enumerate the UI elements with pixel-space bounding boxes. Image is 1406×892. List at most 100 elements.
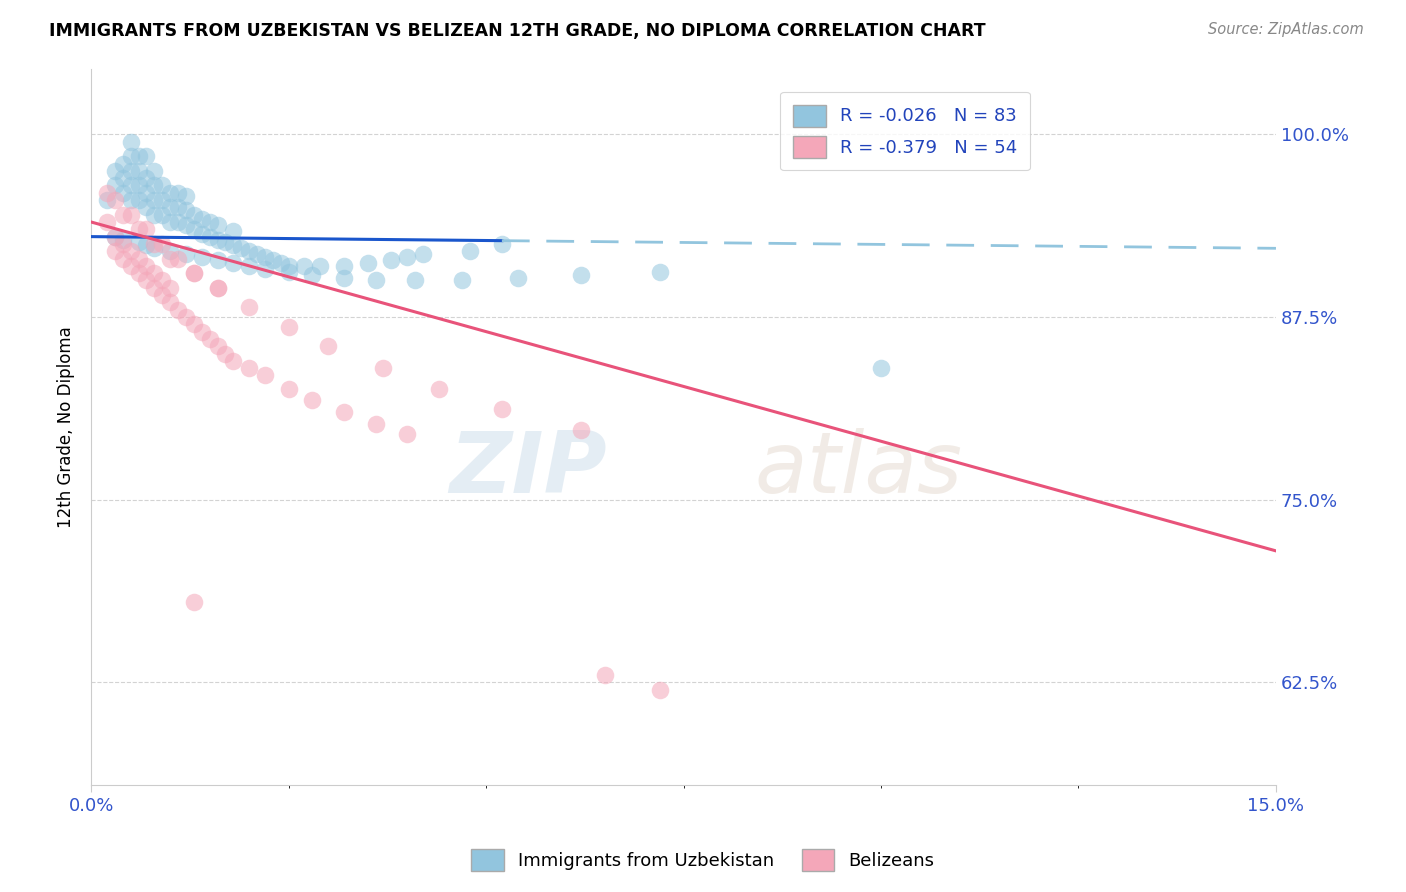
Point — [159, 200, 181, 214]
Y-axis label: 12th Grade, No Diploma: 12th Grade, No Diploma — [58, 326, 75, 527]
Point — [128, 266, 150, 280]
Point — [301, 268, 323, 282]
Point — [222, 354, 245, 368]
Point — [111, 171, 134, 186]
Point — [135, 273, 157, 287]
Point — [253, 368, 276, 383]
Point — [207, 252, 229, 267]
Point — [593, 668, 616, 682]
Point — [111, 252, 134, 266]
Point — [128, 178, 150, 193]
Point — [120, 149, 142, 163]
Point — [128, 235, 150, 250]
Legend: Immigrants from Uzbekistan, Belizeans: Immigrants from Uzbekistan, Belizeans — [464, 842, 942, 879]
Point — [174, 188, 197, 202]
Point — [128, 193, 150, 207]
Point — [207, 281, 229, 295]
Point — [167, 252, 190, 266]
Point — [364, 417, 387, 431]
Point — [246, 247, 269, 261]
Point — [380, 252, 402, 267]
Point — [174, 218, 197, 232]
Point — [231, 241, 253, 255]
Text: ZIP: ZIP — [449, 428, 606, 511]
Point — [301, 393, 323, 408]
Point — [333, 270, 356, 285]
Point — [96, 193, 118, 207]
Text: atlas: atlas — [755, 428, 963, 511]
Point — [111, 208, 134, 222]
Point — [207, 218, 229, 232]
Point — [150, 208, 173, 222]
Point — [120, 178, 142, 193]
Point — [143, 241, 166, 255]
Point — [270, 256, 292, 270]
Point — [396, 250, 419, 264]
Point — [222, 224, 245, 238]
Point — [870, 361, 893, 376]
Point — [174, 310, 197, 324]
Point — [128, 149, 150, 163]
Point — [159, 281, 181, 295]
Text: Source: ZipAtlas.com: Source: ZipAtlas.com — [1208, 22, 1364, 37]
Point — [167, 186, 190, 200]
Point — [120, 259, 142, 273]
Point — [183, 318, 205, 332]
Point — [333, 259, 356, 273]
Point — [238, 300, 260, 314]
Point — [174, 247, 197, 261]
Point — [96, 215, 118, 229]
Point — [506, 270, 529, 285]
Point — [143, 164, 166, 178]
Point — [150, 193, 173, 207]
Point — [238, 361, 260, 376]
Point — [491, 402, 513, 417]
Point — [128, 222, 150, 236]
Point — [120, 244, 142, 259]
Text: IMMIGRANTS FROM UZBEKISTAN VS BELIZEAN 12TH GRADE, NO DIPLOMA CORRELATION CHART: IMMIGRANTS FROM UZBEKISTAN VS BELIZEAN 1… — [49, 22, 986, 40]
Point — [207, 339, 229, 353]
Point — [135, 186, 157, 200]
Point — [183, 222, 205, 236]
Point — [128, 164, 150, 178]
Point — [262, 252, 284, 267]
Point — [120, 193, 142, 207]
Point — [167, 200, 190, 214]
Point — [396, 426, 419, 441]
Point — [333, 405, 356, 419]
Point — [143, 193, 166, 207]
Point — [207, 281, 229, 295]
Point — [111, 233, 134, 247]
Point — [569, 423, 592, 437]
Point — [159, 252, 181, 266]
Point — [648, 265, 671, 279]
Point — [120, 208, 142, 222]
Point — [111, 186, 134, 200]
Point — [159, 295, 181, 310]
Point — [364, 273, 387, 287]
Point — [135, 171, 157, 186]
Point — [128, 252, 150, 266]
Point — [277, 265, 299, 279]
Point — [190, 325, 212, 339]
Point — [190, 227, 212, 241]
Point — [159, 186, 181, 200]
Point — [190, 250, 212, 264]
Point — [238, 244, 260, 259]
Point — [277, 259, 299, 273]
Point — [569, 268, 592, 282]
Point — [150, 288, 173, 302]
Point — [104, 229, 127, 244]
Point — [135, 149, 157, 163]
Point — [183, 595, 205, 609]
Point — [174, 203, 197, 218]
Point — [648, 682, 671, 697]
Point — [104, 164, 127, 178]
Legend: R = -0.026   N = 83, R = -0.379   N = 54: R = -0.026 N = 83, R = -0.379 N = 54 — [780, 92, 1031, 170]
Point — [427, 382, 450, 396]
Point — [458, 244, 481, 259]
Point — [222, 256, 245, 270]
Point — [104, 229, 127, 244]
Point — [143, 281, 166, 295]
Point — [412, 247, 434, 261]
